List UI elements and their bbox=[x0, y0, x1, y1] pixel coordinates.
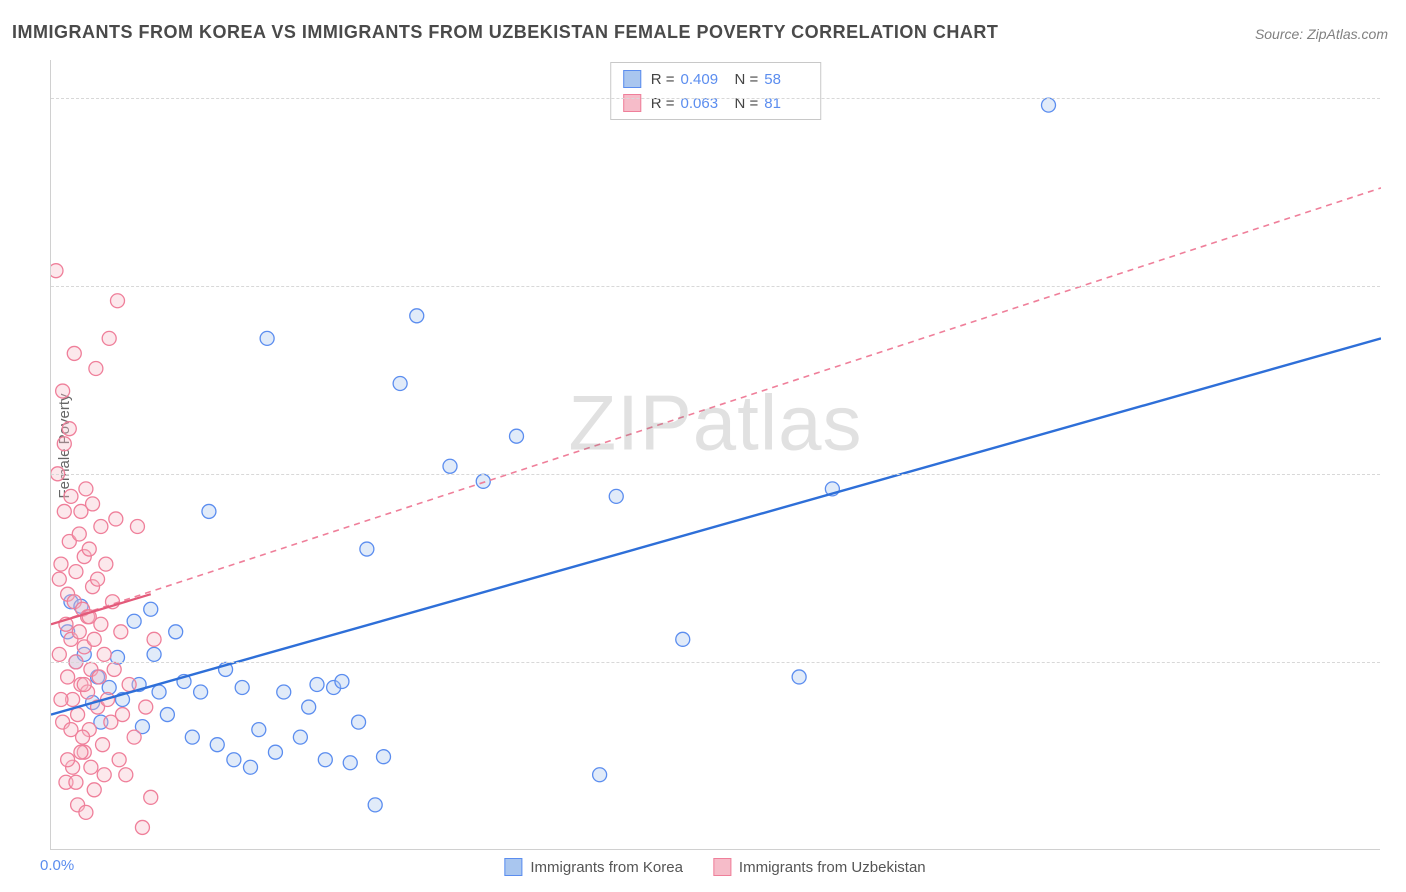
legend-swatch bbox=[713, 858, 731, 876]
series-legend: Immigrants from Korea Immigrants from Uz… bbox=[504, 858, 925, 876]
legend-swatch bbox=[504, 858, 522, 876]
legend-correlation-row: R = 0.063 N = 81 bbox=[623, 91, 809, 115]
legend-swatch bbox=[623, 70, 641, 88]
legend-series-item: Immigrants from Korea bbox=[504, 858, 683, 876]
gridline bbox=[51, 662, 1380, 663]
legend-r-label: R = bbox=[651, 71, 675, 88]
legend-r-value: 0.409 bbox=[681, 71, 725, 88]
chart-title: IMMIGRANTS FROM KOREA VS IMMIGRANTS FROM… bbox=[12, 22, 998, 43]
legend-correlation-row: R = 0.409 N = 58 bbox=[623, 67, 809, 91]
legend-n-label: N = bbox=[735, 71, 759, 88]
y-tick-label: 50.0% bbox=[1390, 89, 1406, 106]
gridline bbox=[51, 474, 1380, 475]
legend-series-label: Immigrants from Uzbekistan bbox=[739, 859, 926, 876]
y-tick-label: 25.0% bbox=[1390, 465, 1406, 482]
correlation-legend: R = 0.409 N = 58 R = 0.063 N = 81 bbox=[610, 62, 822, 120]
scatter-plot-svg bbox=[51, 60, 1381, 850]
y-tick-label: 37.5% bbox=[1390, 277, 1406, 294]
legend-n-value: 58 bbox=[764, 71, 808, 88]
source-attribution: Source: ZipAtlas.com bbox=[1255, 26, 1388, 42]
chart-container: ZIPatlas R = 0.409 N = 58 R = 0.063 N = … bbox=[50, 60, 1380, 850]
gridline bbox=[51, 98, 1380, 99]
legend-series-item: Immigrants from Uzbekistan bbox=[713, 858, 926, 876]
y-tick-label: 12.5% bbox=[1390, 653, 1406, 670]
legend-series-label: Immigrants from Korea bbox=[530, 859, 683, 876]
plot-area: ZIPatlas R = 0.409 N = 58 R = 0.063 N = … bbox=[50, 60, 1380, 850]
x-axis-min-label: 0.0% bbox=[40, 857, 74, 874]
gridline bbox=[51, 286, 1380, 287]
